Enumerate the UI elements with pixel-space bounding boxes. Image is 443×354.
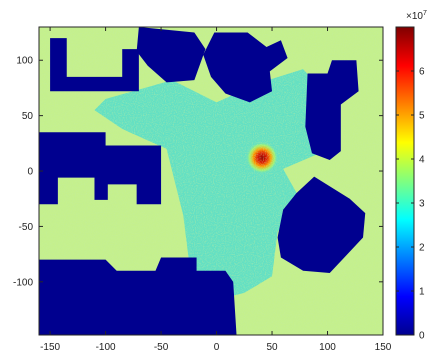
x-tick-label: -50 xyxy=(154,342,169,353)
x-tick-label: -150 xyxy=(40,342,60,353)
plot-area: -150 -100 -50 0 50 100 150 100 50 0 -50 -100 xyxy=(13,26,392,353)
colorbar-tick-label: 0 xyxy=(419,331,425,342)
obstacle-right-upper-block xyxy=(305,60,359,160)
obstacle-bottom-left-building xyxy=(39,257,237,335)
y-tick-label: 100 xyxy=(16,56,33,67)
obstacle-middle-left-building xyxy=(39,132,162,205)
x-tick-label: -100 xyxy=(96,342,116,353)
obstacle-right-lower-block xyxy=(277,176,366,273)
y-axis: 100 50 0 -50 -100 xyxy=(13,56,383,288)
y-tick-label: 0 xyxy=(27,167,33,178)
colorbar-tick-label: 3 xyxy=(419,199,425,210)
colorbar-exponent-power: 7 xyxy=(423,10,427,17)
y-tick-label: 50 xyxy=(22,111,34,122)
obstacle-top-center-block xyxy=(136,27,206,83)
obstacle-top-left-building xyxy=(50,38,139,92)
colorbar-ticks: 0 1 2 3 4 5 6 xyxy=(396,67,425,342)
colorbar-tick-label: 2 xyxy=(419,243,425,254)
colorbar: 0 1 2 3 4 5 6 ×107 xyxy=(395,10,427,342)
colorbar-tick-label: 4 xyxy=(419,155,425,166)
y-tick-label: -50 xyxy=(19,222,34,233)
plot-frame xyxy=(38,26,384,336)
obstacle-top-center-right-building xyxy=(203,32,288,103)
colorbar-tick-label: 1 xyxy=(419,287,425,298)
colorbar-gradient xyxy=(396,27,414,335)
colorbar-exponent-label: ×107 xyxy=(406,10,427,22)
colorbar-frame xyxy=(395,26,415,336)
x-tick-label: 0 xyxy=(214,342,220,353)
x-tick-label: 100 xyxy=(319,342,336,353)
colorbar-tick-label: 6 xyxy=(419,67,425,78)
x-tick-label: 150 xyxy=(375,342,392,353)
colorbar-tick-label: 5 xyxy=(419,111,425,122)
obstacle-layer xyxy=(39,27,366,335)
y-tick-label: -100 xyxy=(13,277,33,288)
x-tick-label: 50 xyxy=(266,342,278,353)
colorbar-exponent-base: ×10 xyxy=(406,11,423,22)
x-axis: -150 -100 -50 0 50 100 150 xyxy=(40,27,392,353)
